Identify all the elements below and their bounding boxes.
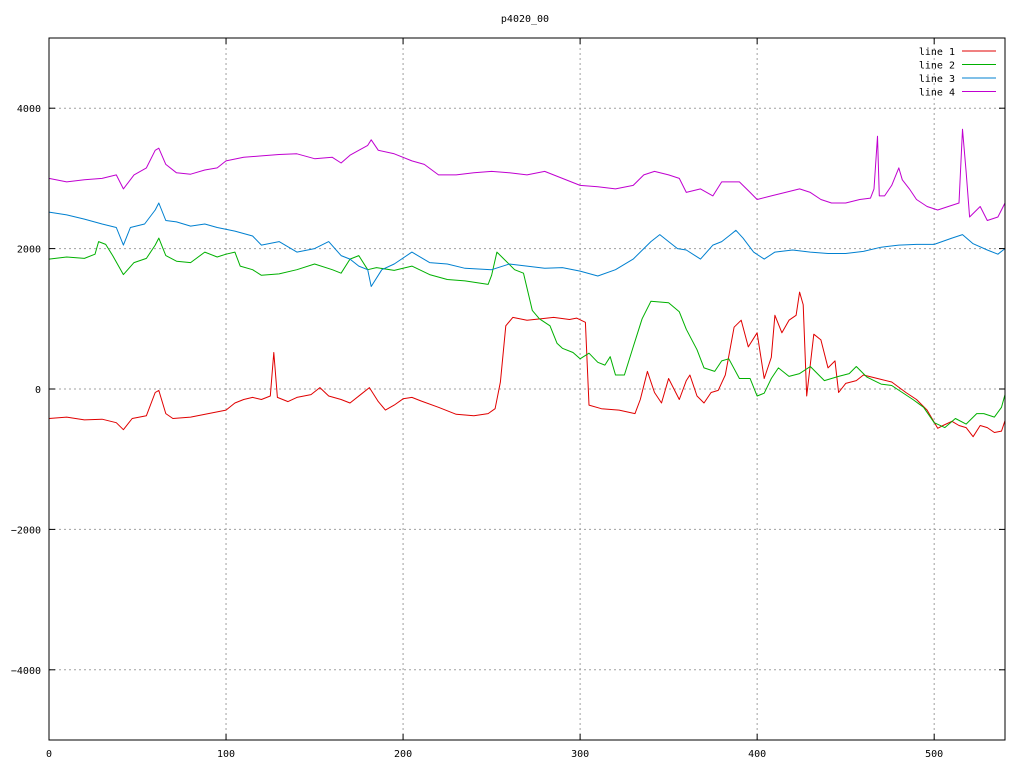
x-tick-label: 0 <box>46 749 52 760</box>
x-tick-label: 500 <box>925 749 943 760</box>
legend-label: line 2 <box>919 61 955 72</box>
axis-ticks: 0 100 200 300 400 500 −4000 −2000 0 2000 4000 <box>11 38 1005 760</box>
legend-label: line 1 <box>919 47 955 58</box>
chart-title: p4020_00 <box>501 14 549 25</box>
y-tick-label: 4000 <box>17 104 41 115</box>
x-tick-label: 100 <box>217 749 235 760</box>
series-line-4 <box>48 128 1006 221</box>
series-line-3 <box>48 202 1006 287</box>
series-line-1 <box>48 291 1006 438</box>
series-line-2 <box>48 237 1006 429</box>
x-tick-label: 300 <box>571 749 589 760</box>
series-lines <box>48 128 1006 438</box>
legend-label: line 3 <box>919 74 955 85</box>
grid-lines <box>49 38 1005 740</box>
y-tick-label: −2000 <box>11 525 41 536</box>
y-tick-label: 2000 <box>17 245 41 256</box>
x-tick-label: 200 <box>394 749 412 760</box>
y-tick-label: 0 <box>35 385 41 396</box>
legend-label: line 4 <box>919 88 955 99</box>
y-tick-label: −4000 <box>11 666 41 677</box>
x-tick-label: 400 <box>748 749 766 760</box>
legend: line 1 line 2 line 3 line 4 <box>919 47 996 99</box>
